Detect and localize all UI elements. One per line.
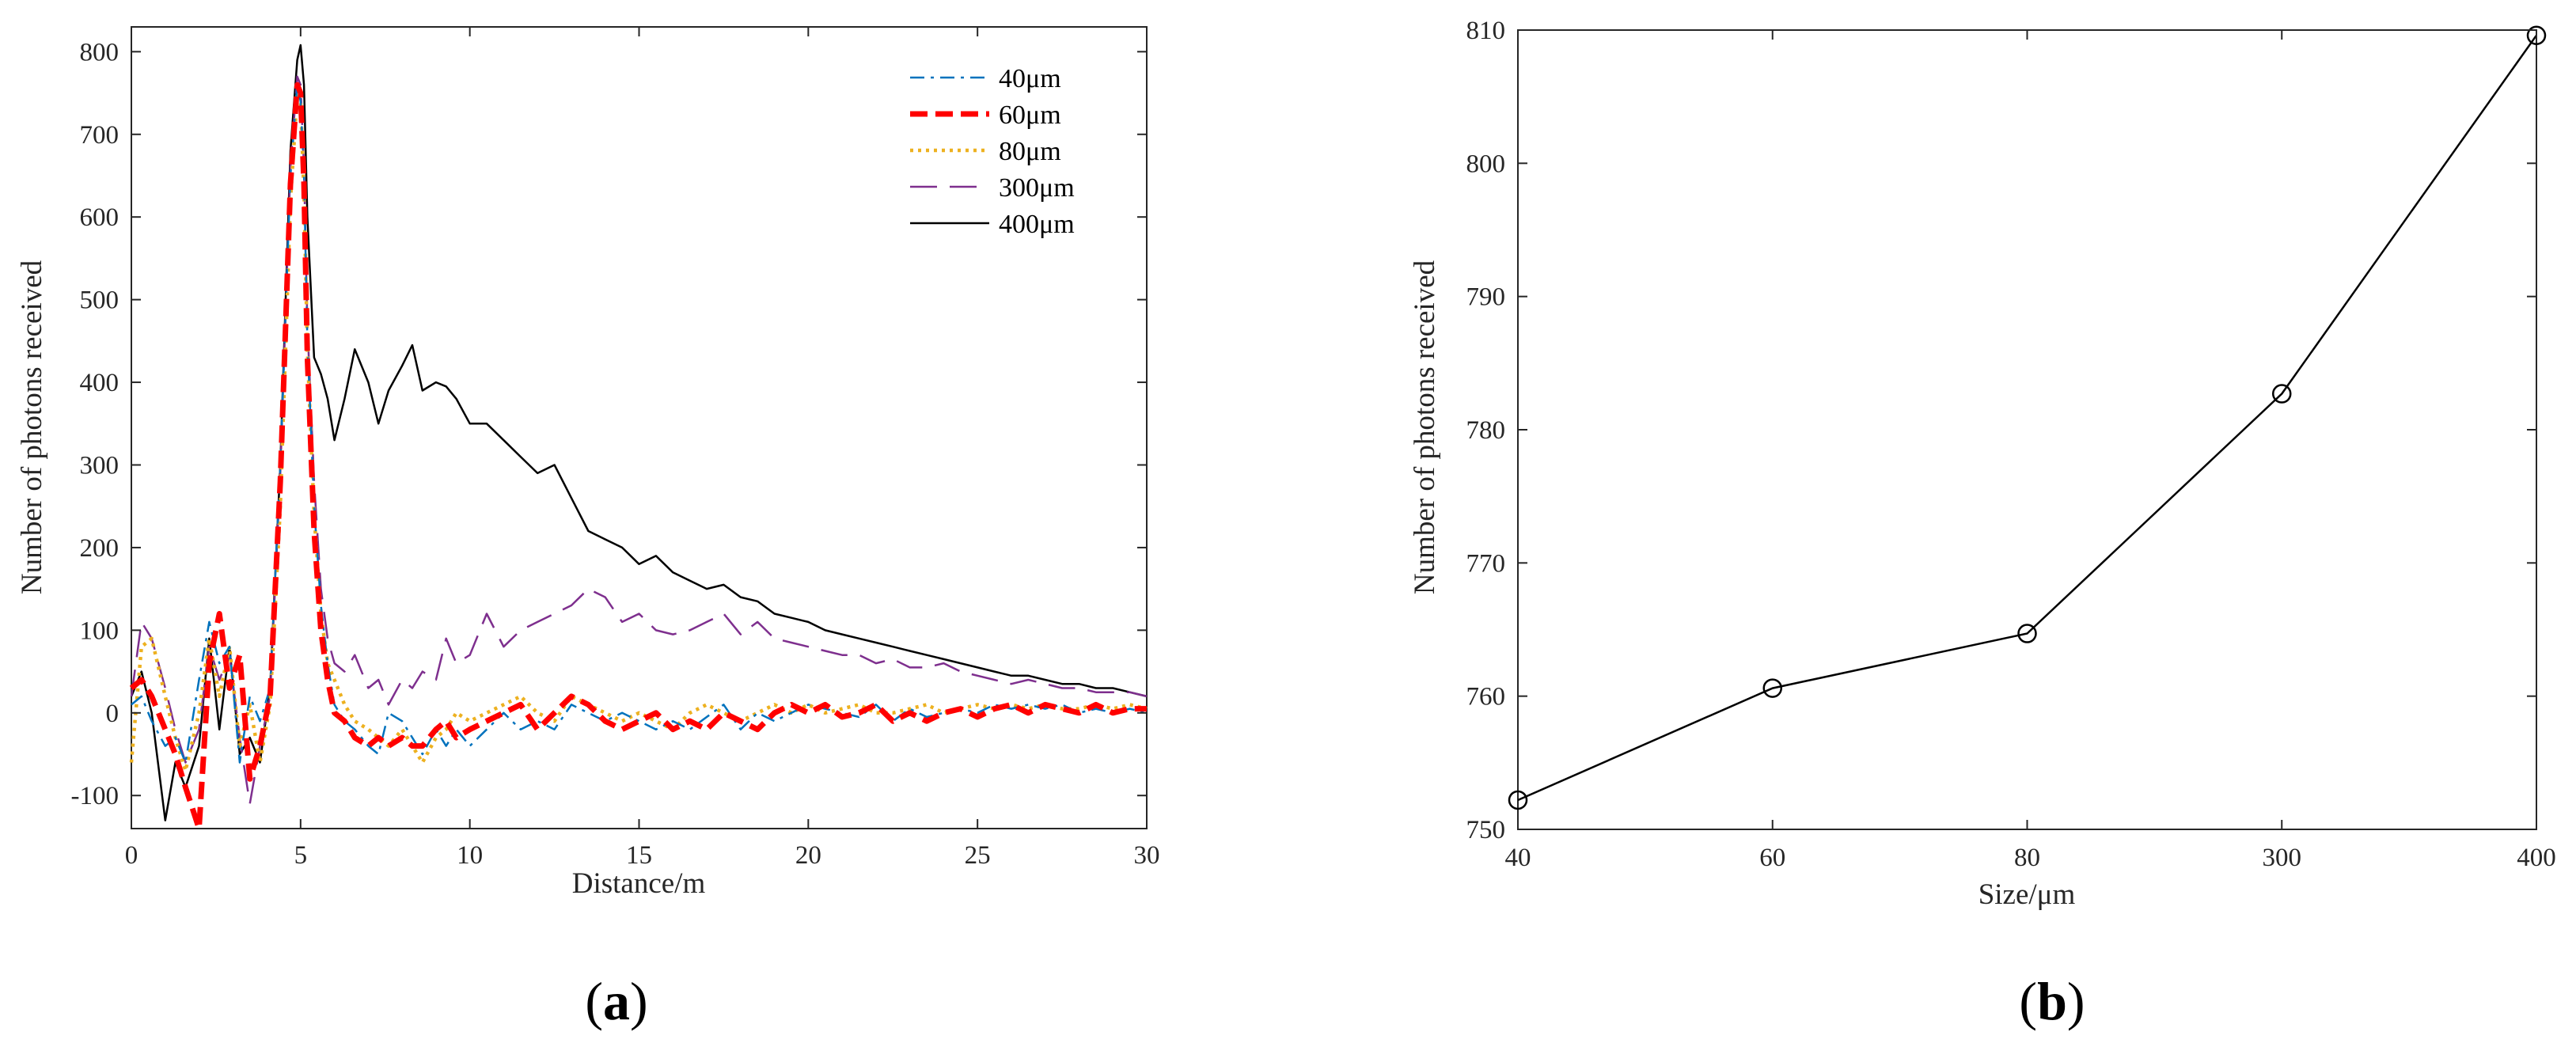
panel-b-y-ticks: 750 760 770 780 790 800 810 [1466, 17, 2536, 844]
y-tick-label: 0 [106, 700, 120, 728]
panel-a-distance-chart: 0 5 10 15 20 25 30 -100 0 100 200 300 400 500 600 700 8… [16, 26, 1160, 1031]
y-tick-label: 800 [1466, 150, 1506, 178]
x-tick-label: 80 [2014, 844, 2040, 872]
series-line-300μm [130, 75, 1148, 805]
y-tick-label: 810 [1466, 17, 1506, 45]
y-tick-label: 760 [1466, 683, 1506, 711]
data-point-marker [2272, 384, 2292, 404]
y-tick-label: 200 [80, 534, 120, 563]
y-tick-label: 750 [1466, 816, 1506, 844]
panel-a-series-lines [129, 44, 1148, 832]
panel-b-y-axis-label: Number of photons received [1409, 260, 1441, 594]
x-tick-label: 20 [795, 841, 821, 870]
x-tick-label: 25 [965, 841, 991, 870]
panel-b-series-line [1517, 34, 2538, 802]
y-tick-label: 790 [1466, 283, 1506, 312]
panel-a-y-axis-label: Number of photons received [16, 260, 48, 594]
y-tick-label: 400 [80, 369, 120, 397]
panel-b-x-axis-label: Size/μm [1978, 878, 2076, 911]
x-tick-label: 0 [125, 841, 138, 870]
y-tick-label: 600 [80, 203, 120, 232]
panel-b-x-ticks: 40 60 80 300 400 [1505, 30, 2556, 872]
legend-label: 300μm [999, 173, 1075, 203]
legend-label: 60μm [999, 101, 1061, 130]
x-tick-label: 15 [626, 841, 652, 870]
y-tick-label: 770 [1466, 549, 1506, 578]
x-tick-label: 400 [2517, 844, 2556, 872]
x-tick-label: 10 [457, 841, 483, 870]
panel-a-x-ticks: 0 5 10 15 20 25 30 [125, 27, 1160, 870]
panel-a-legend: 40μm 60μm 80μm 300μm 400μm [910, 64, 1075, 239]
x-tick-label: 40 [1505, 844, 1531, 872]
y-tick-label: 780 [1466, 416, 1506, 445]
panel-a-x-axis-label: Distance/m [572, 867, 706, 900]
x-tick-label: 60 [1759, 844, 1785, 872]
panel-b-caption: (b) [2019, 971, 2085, 1031]
y-tick-label: 100 [80, 616, 120, 645]
x-tick-label: 30 [1134, 841, 1160, 870]
legend-label: 400μm [999, 210, 1075, 239]
series-line-40μm [131, 83, 1148, 764]
x-tick-label: 5 [294, 841, 308, 870]
y-tick-label: 500 [80, 286, 120, 315]
series-line-size [1517, 34, 2538, 802]
x-tick-label: 300 [2263, 844, 2302, 872]
legend-label: 40μm [999, 64, 1061, 93]
panel-b-plot-frame [1517, 29, 2537, 830]
panel-a-caption: (a) [585, 971, 647, 1031]
y-tick-label: -100 [71, 782, 120, 810]
data-point-marker [2017, 624, 2037, 643]
legend-label: 80μm [999, 137, 1061, 166]
data-point-marker [1762, 678, 1782, 698]
panel-b-markers [1508, 25, 2547, 810]
panel-b-size-chart: 40 60 80 300 400 750 760 770 780 790 800 810 Size/… [1409, 17, 2556, 1031]
data-point-marker [1508, 790, 1528, 810]
y-tick-label: 300 [80, 451, 120, 480]
data-point-marker [2526, 25, 2547, 45]
series-line-60μm [129, 82, 1147, 832]
panel-a-y-ticks: -100 0 100 200 300 400 500 600 700 800 [71, 38, 1147, 810]
y-tick-label: 800 [80, 38, 120, 66]
y-tick-label: 700 [80, 121, 120, 150]
